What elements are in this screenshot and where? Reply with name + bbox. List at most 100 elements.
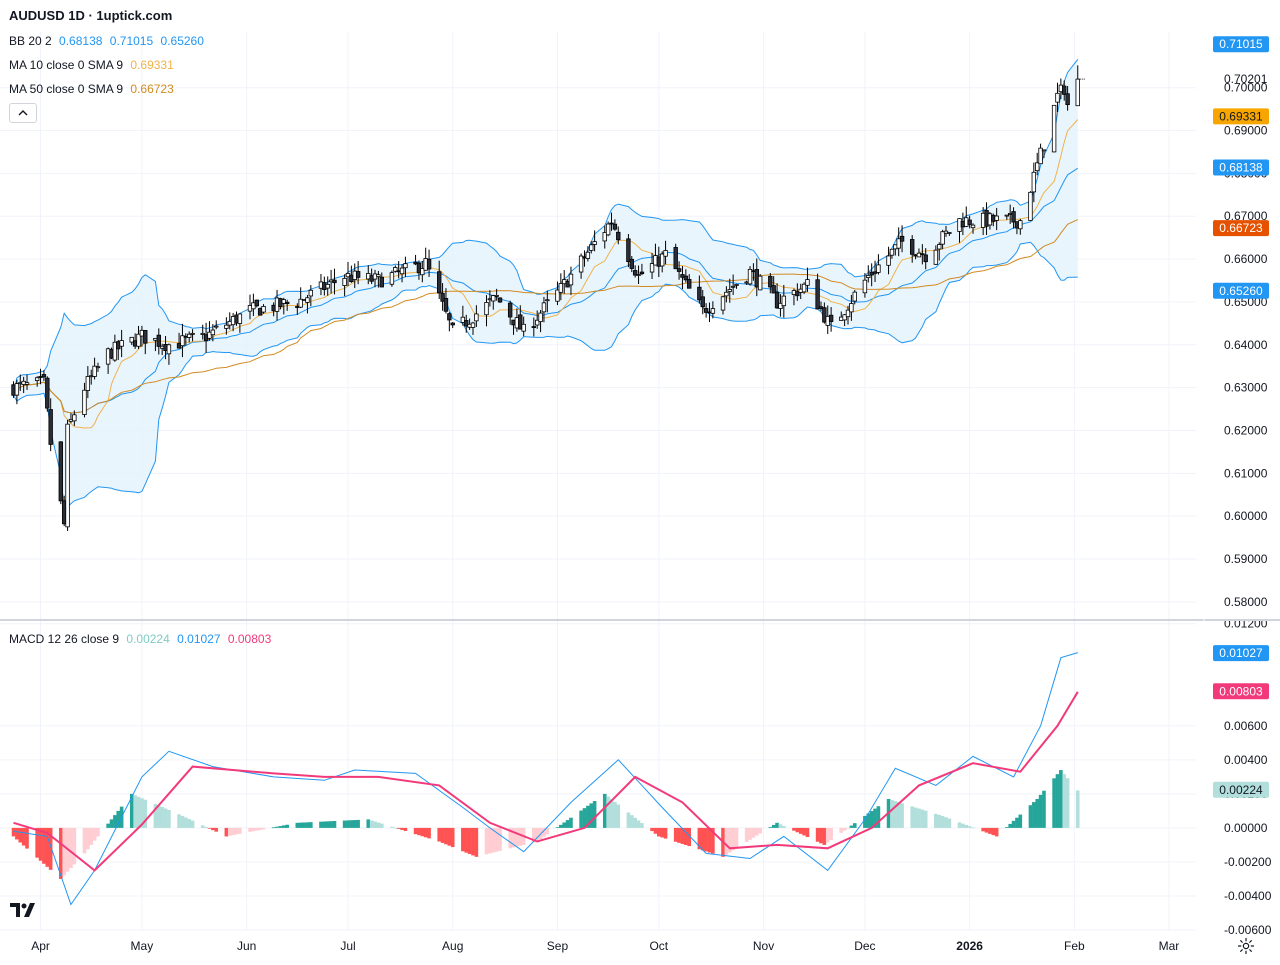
macd-hist-bar <box>680 827 685 844</box>
legend-bb[interactable]: BB 20 2 0.68138 0.71015 0.65260 <box>9 34 208 48</box>
macd-hist-bar <box>704 827 708 852</box>
macd-hist-bar <box>129 793 134 828</box>
macd-hist-bar <box>782 825 786 828</box>
price-label-ma10-bg <box>1213 108 1269 125</box>
candle-body <box>24 382 30 385</box>
macd-hist-bar <box>278 826 283 828</box>
macd-hist-bar <box>11 827 16 837</box>
candle-body <box>639 271 645 275</box>
candle-body <box>186 333 192 338</box>
macd-hist-bar <box>873 808 877 828</box>
tradingview-logo-icon[interactable] <box>8 898 38 922</box>
macd-hist-bar <box>156 805 161 828</box>
macd-hist-bar <box>606 796 610 828</box>
macd-hist-bar <box>981 827 985 832</box>
candle-body <box>626 238 631 263</box>
y-tick-label: 0.62000 <box>1224 423 1268 437</box>
macd-hist-bar <box>136 796 141 828</box>
macd-hist-bar <box>920 809 925 828</box>
macd-hist-bar <box>511 827 516 848</box>
macd-hist-bar <box>602 793 607 828</box>
macd-hist-bar <box>25 827 29 849</box>
legend-ma10[interactable]: MA 10 close 0 SMA 9 0.69331 <box>9 58 178 72</box>
macd-hist-bar <box>275 826 279 828</box>
macd-hist-bar <box>967 826 972 828</box>
macd-hist-bar <box>234 827 239 835</box>
x-tick-label: 2026 <box>956 939 983 953</box>
macd-hist-bar <box>329 821 333 828</box>
settings-gear-icon[interactable] <box>1237 937 1255 955</box>
macd-hist-bar <box>231 827 235 836</box>
macd-hist-bar <box>295 822 300 828</box>
price-label-bb-upper: 0.71015 <box>1219 37 1263 51</box>
macd-hist-bar <box>748 827 752 840</box>
candle-body <box>602 232 607 242</box>
macd-hist-bar <box>802 827 806 836</box>
candle-body <box>470 322 476 328</box>
macd-hist-bar <box>82 827 87 854</box>
macd-hist-bar <box>59 827 63 879</box>
macd-hist-bar <box>143 799 148 828</box>
macd-hist-bar <box>613 801 617 828</box>
macd-hist-bar <box>515 827 519 847</box>
candle-body <box>568 273 574 286</box>
macd-hist-bar <box>393 827 398 829</box>
candle-body <box>545 299 550 302</box>
candle-body <box>1041 149 1047 152</box>
macd-hist-bar <box>650 827 654 832</box>
macd-hist-bar <box>48 827 53 870</box>
price-label-ma50: 0.66723 <box>1219 221 1263 235</box>
candle-body <box>937 244 942 250</box>
price-label-signal-bg <box>1213 683 1269 700</box>
macd-hist-bar <box>913 807 918 828</box>
candle-body <box>910 239 915 255</box>
y-tick-label: 0.67000 <box>1224 209 1268 223</box>
y-tick-label: 0.59000 <box>1224 552 1268 566</box>
macd-hist-bar <box>72 827 77 865</box>
legend-bb-upper: 0.71015 <box>109 34 154 48</box>
candle-body <box>616 231 621 241</box>
candle-body <box>632 270 638 276</box>
macd-hist-bar <box>38 827 43 861</box>
candle-body <box>156 334 161 347</box>
macd-hist-bar <box>204 826 208 828</box>
candle-body <box>298 298 303 308</box>
legend-ma50[interactable]: MA 50 close 0 SMA 9 0.66723 <box>9 82 178 96</box>
macd-hist-bar <box>281 825 286 828</box>
macd-hist-bar <box>69 827 73 869</box>
candle-body <box>393 267 398 272</box>
macd-hist-bar <box>396 827 401 829</box>
macd-hist-bar <box>700 827 705 851</box>
macd-hist-bar <box>569 817 573 828</box>
macd-hist-bar <box>96 827 100 837</box>
candle-body <box>541 302 547 313</box>
candle-body <box>558 283 564 293</box>
x-tick-label: Aug <box>442 939 463 953</box>
candle-body <box>774 291 780 309</box>
candle-body <box>416 262 422 274</box>
macd-hist-bar <box>214 827 219 832</box>
candlesticks <box>11 65 1085 531</box>
macd-hist-bar <box>190 820 195 828</box>
candle-body <box>92 365 97 377</box>
candle-body <box>34 377 40 381</box>
candle-body <box>443 298 449 312</box>
collapse-legend-button[interactable] <box>9 103 37 123</box>
legend-macd[interactable]: MACD 12 26 close 9 0.00224 0.01027 0.008… <box>9 632 275 646</box>
candle-body <box>649 263 655 273</box>
macd-hist-bar <box>778 824 783 828</box>
x-tick-label: Sep <box>547 939 569 953</box>
price-label-bb-lower: 0.65260 <box>1219 284 1263 298</box>
macd-hist-bar <box>917 808 921 828</box>
macd-hist-bar <box>21 827 26 846</box>
macd-hist-bar <box>626 812 631 828</box>
macd-hist-bar <box>940 815 945 828</box>
macd-hist-bar <box>86 827 90 850</box>
candle-body <box>237 313 243 324</box>
candle-body <box>805 279 810 286</box>
candle-body <box>727 289 732 292</box>
candle-body <box>970 224 976 229</box>
candle-body <box>166 344 172 355</box>
